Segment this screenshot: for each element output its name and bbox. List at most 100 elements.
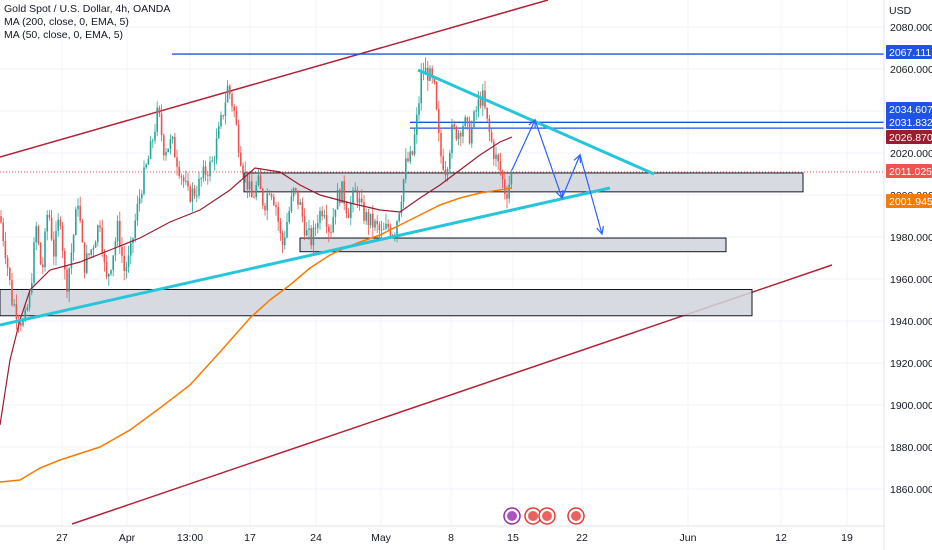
candle (218, 126, 220, 139)
candle (92, 247, 95, 250)
candle (55, 230, 57, 257)
candle (237, 124, 240, 153)
candle (341, 181, 343, 203)
candle (158, 107, 161, 114)
symbol-title[interactable]: Gold Spot / U.S. Dollar, 4h, OANDA (4, 3, 171, 15)
candle (424, 67, 427, 72)
candle (418, 103, 420, 115)
candle (363, 202, 365, 221)
candle (369, 213, 372, 226)
candle (431, 68, 433, 77)
price-tag-label: 2026.870 (889, 132, 932, 144)
candle (149, 141, 152, 159)
channel-upper-line (0, 0, 549, 158)
candle (259, 175, 262, 189)
candle (301, 202, 304, 217)
candle (182, 177, 185, 182)
candle (506, 193, 508, 199)
candle (26, 307, 29, 311)
candle (83, 242, 86, 273)
event-icons (503, 507, 585, 525)
candle (6, 257, 9, 268)
candle (361, 198, 363, 203)
grid (0, 0, 884, 526)
arrow-head (555, 189, 564, 200)
ma50-legend[interactable]: MA (50, close, 0, EMA, 5) (4, 29, 124, 41)
candle (281, 233, 284, 246)
candle (110, 270, 112, 275)
candle (2, 222, 4, 241)
candle (101, 227, 103, 253)
candle (112, 255, 114, 271)
candle (354, 189, 356, 191)
candle (50, 217, 53, 240)
candle (48, 214, 51, 218)
candle (286, 221, 288, 238)
x-tick-label: May (371, 532, 392, 544)
candle (501, 171, 504, 180)
candle (105, 261, 108, 277)
candle (77, 205, 79, 210)
candle (204, 166, 207, 176)
candle (53, 239, 55, 257)
candle (290, 196, 293, 212)
candle (97, 225, 99, 243)
candle (44, 231, 46, 268)
arrow-head (528, 118, 536, 129)
arrow-head (573, 153, 582, 164)
candle (330, 232, 332, 234)
ma200-legend[interactable]: MA (200, close, 0, EMA, 5) (4, 16, 129, 28)
candle (292, 188, 295, 197)
y-tick-label: 1920.000 (890, 358, 932, 370)
x-tick-label: 27 (56, 532, 68, 544)
candle (284, 237, 286, 246)
candle (178, 166, 180, 176)
candle (86, 253, 88, 273)
candle (68, 268, 70, 292)
candle (127, 255, 130, 268)
price-tag-label: 2067.111 (889, 47, 931, 59)
y-tick-label: 1860.000 (890, 484, 932, 496)
candle (356, 189, 359, 203)
y-axis: USD2080.0002060.0002040.0002020.0002000.… (889, 5, 932, 496)
support-zone (0, 289, 753, 317)
y-tick-label: 1880.000 (890, 442, 932, 454)
candle (275, 205, 277, 208)
candle (440, 133, 442, 157)
candle (385, 223, 387, 229)
candle (90, 249, 92, 255)
candle (134, 220, 136, 239)
candle (123, 255, 125, 271)
candle (508, 184, 510, 199)
x-tick-label: 24 (310, 532, 322, 544)
candle (444, 169, 447, 176)
price-tag-label: 2011.025 (889, 166, 932, 178)
candle (314, 227, 317, 229)
candle (323, 215, 326, 217)
candle (466, 117, 469, 121)
candle (499, 161, 502, 172)
candle (220, 115, 222, 127)
candle (453, 124, 455, 128)
candle (180, 175, 183, 178)
x-tick-label: 8 (448, 532, 454, 544)
candle (398, 213, 400, 222)
candle (343, 181, 345, 204)
candle (264, 205, 266, 211)
arrow-head (596, 226, 605, 236)
support-zone (243, 172, 804, 193)
candle (103, 252, 106, 262)
candle (312, 227, 315, 246)
candle (475, 110, 477, 112)
x-tick-label: 17 (244, 532, 256, 544)
candle (378, 224, 381, 231)
candle (28, 292, 31, 308)
candle (209, 161, 211, 177)
candle (317, 223, 319, 228)
candle (207, 175, 209, 177)
candle (143, 167, 145, 195)
price-tag-label: 2001.945 (889, 196, 932, 208)
